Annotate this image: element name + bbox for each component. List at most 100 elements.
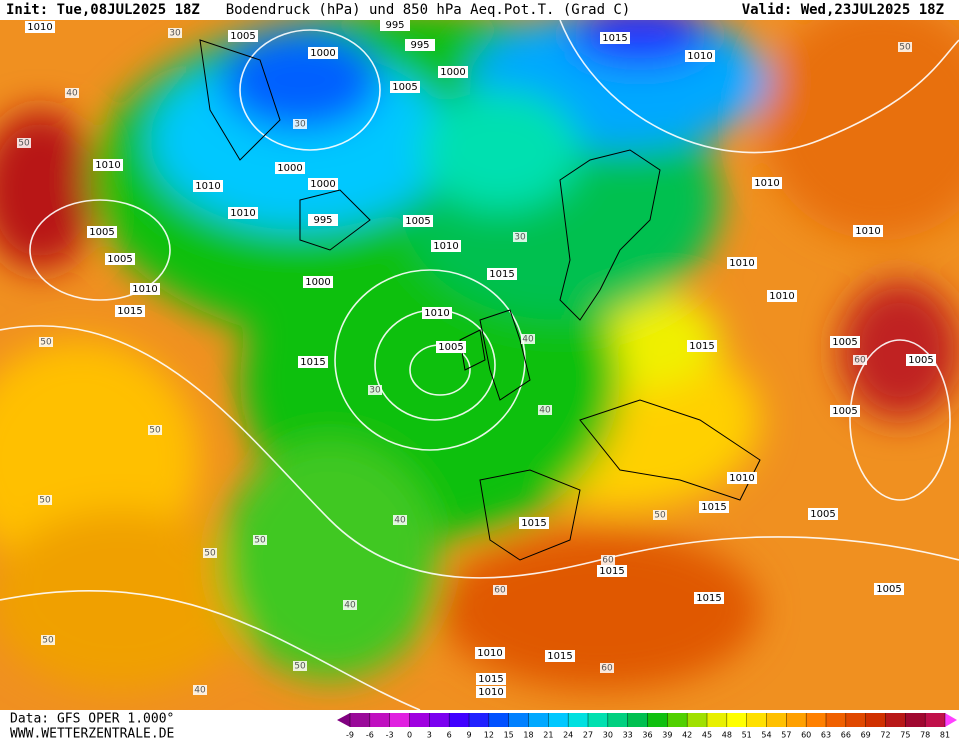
isobar-label-box	[308, 47, 338, 59]
isobar-label-box	[699, 501, 729, 513]
theta-label-box	[168, 28, 182, 38]
colorbar-swatch	[607, 713, 629, 727]
isobar-label: 1015	[300, 357, 325, 368]
isobar-label-box	[422, 307, 452, 319]
isobar-label-box	[130, 283, 160, 295]
isobar-label-box	[874, 583, 904, 595]
theta-label: 50	[42, 636, 54, 646]
isobar-label-box	[476, 686, 506, 698]
isobar-label: 1010	[754, 178, 779, 189]
theta-label: 50	[899, 43, 911, 53]
isobar-label: 1000	[305, 277, 330, 288]
map-title: Bodendruck (hPa) und 850 hPa Aeq.Pot.T. …	[226, 2, 631, 18]
isobar-label: 1005	[89, 227, 114, 238]
isobar-label: 1010	[729, 258, 754, 269]
isobar-label: 1000	[277, 163, 302, 174]
isobar-label: 1005	[230, 31, 255, 42]
theta-label-box	[898, 42, 912, 52]
theta-label: 40	[66, 89, 78, 99]
theta-label: 30	[294, 120, 306, 130]
theta-label: 60	[601, 664, 613, 674]
isobar-label-box	[694, 592, 724, 604]
isobar-label: 1010	[230, 208, 255, 219]
theta-label-box	[38, 495, 52, 505]
isobar-label-box	[228, 30, 258, 42]
isobar-label: 1010	[132, 284, 157, 295]
theta-label-box	[253, 535, 267, 545]
theta-label: 50	[294, 662, 306, 672]
colorbar-tick-label: 12	[484, 731, 494, 740]
theta-label-box	[293, 119, 307, 129]
colorbar-tick-label: 72	[880, 731, 890, 740]
theta-label: 50	[39, 496, 51, 506]
isobar-label-box	[25, 21, 55, 33]
isobar-label-box	[298, 356, 328, 368]
colorbar-tick-label: 78	[920, 731, 930, 740]
theta-label-box	[368, 385, 382, 395]
theta-label-box	[600, 663, 614, 673]
isobar-label: 1015	[521, 518, 546, 529]
colorbar-swatch	[806, 713, 827, 727]
isobar-label: 1015	[701, 502, 726, 513]
colorbar-tick-label: 18	[523, 731, 533, 740]
colorbar-swatch	[726, 713, 748, 727]
isobar-label: 1015	[478, 674, 503, 685]
isobar-label-box	[545, 650, 575, 662]
theta-label: 50	[204, 549, 216, 559]
theta-label-box	[343, 600, 357, 610]
init-time: Init: Tue,08JUL2025 18Z	[6, 2, 200, 18]
isobar-label-box	[830, 405, 860, 417]
colorbar-tick-label: 54	[761, 731, 771, 740]
isobar-label: 1015	[489, 269, 514, 280]
colorbar-swatch	[786, 713, 807, 727]
theta-label: 50	[149, 426, 161, 436]
isobar-label: 1015	[689, 341, 714, 352]
isobar-label-box	[685, 50, 715, 62]
isobar-label-box	[487, 268, 517, 280]
colorbar-tick-label: 9	[466, 731, 471, 740]
colorbar-tick-label: 66	[841, 731, 851, 740]
colorbar-swatch	[449, 713, 470, 727]
isobar-label-box	[853, 225, 883, 237]
theta-label: 60	[494, 586, 506, 596]
isobar-label-box	[193, 180, 223, 192]
theta-label-box	[601, 555, 615, 565]
isobar-label-box	[390, 81, 420, 93]
theta-label: 60	[602, 556, 614, 566]
colorbar-tick-label: -6	[366, 731, 374, 740]
colorbar-tick-label: -3	[386, 731, 394, 740]
theta-label-box	[148, 425, 162, 435]
colorbar-tick-label: 60	[801, 731, 811, 740]
colorbar-tick-label: 33	[623, 731, 633, 740]
theta-label-box	[65, 88, 79, 98]
isobar-label: 1005	[876, 584, 901, 595]
colorbar-swatch	[389, 713, 410, 727]
isobar-label: 1005	[832, 337, 857, 348]
colorbar-tick-label: 69	[861, 731, 871, 740]
isobar-label-box	[87, 226, 117, 238]
colorbar-swatch	[826, 713, 847, 727]
isobar-label-box	[228, 207, 258, 219]
isobar-label-box	[303, 276, 333, 288]
theta-label-box	[39, 337, 53, 347]
colorbar-tick-label: 36	[642, 731, 652, 740]
colorbar-tick-label: 24	[563, 731, 573, 740]
colorbar-tick-label: 6	[447, 731, 452, 740]
colorbar-tick-label: 27	[583, 731, 593, 740]
colorbar-tick-label: 81	[940, 731, 950, 740]
colorbar-swatch	[845, 713, 867, 727]
colorbar-arrow-high	[945, 713, 957, 727]
colorbar-swatch	[568, 713, 589, 727]
colorbar-tick-label: 75	[900, 731, 910, 740]
theta-label: 40	[344, 601, 356, 611]
colorbar-swatch	[429, 713, 450, 727]
isobar-label: 1005	[832, 406, 857, 417]
colorbar-swatch	[707, 713, 728, 727]
theta-label-box	[203, 548, 217, 558]
isobar-label-box	[830, 336, 860, 348]
isobar-label-box	[519, 517, 549, 529]
colorbar-tick-label: 21	[543, 731, 553, 740]
colorbar-tick-label: 0	[407, 731, 412, 740]
